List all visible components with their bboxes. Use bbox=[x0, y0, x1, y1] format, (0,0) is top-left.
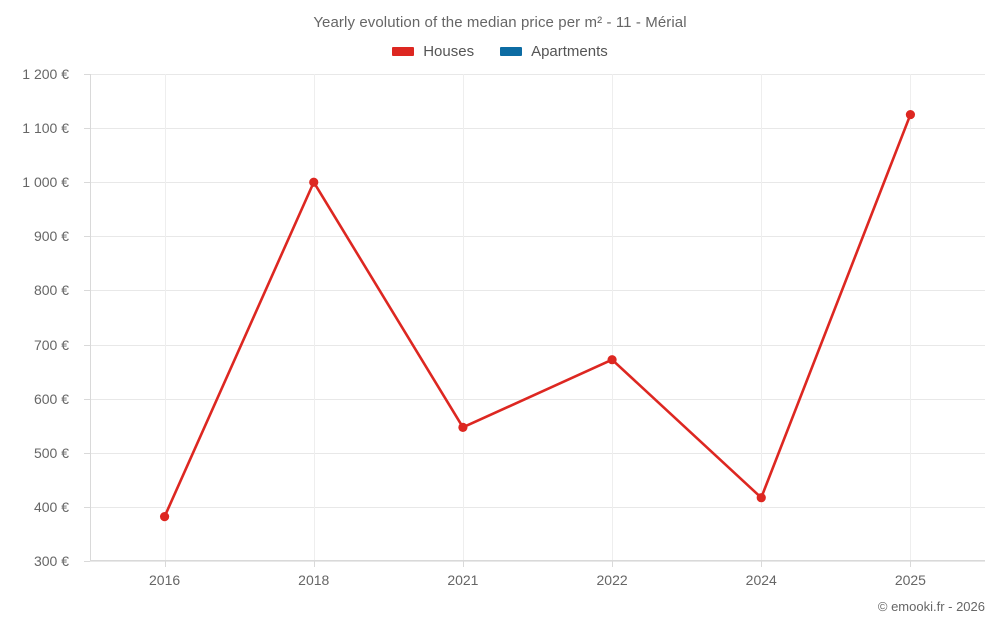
gridline-vertical bbox=[462, 74, 464, 561]
gridline-horizontal bbox=[90, 236, 985, 238]
y-tick-mark bbox=[84, 128, 90, 130]
y-axis-tick-label: 1 200 € bbox=[22, 66, 69, 82]
plot-area: 300 € 400 € 500 € 600 € 700 € 800 € 900 € 1 000… bbox=[22, 66, 985, 588]
x-axis-tick-label: 2021 bbox=[447, 572, 479, 588]
legend-item-apartments[interactable]: Apartments bbox=[500, 43, 608, 60]
y-tick-mark bbox=[84, 236, 90, 238]
x-tick-mark bbox=[910, 561, 912, 567]
chart-legend: Houses Apartments bbox=[0, 43, 1000, 60]
y-tick-mark bbox=[84, 290, 90, 292]
x-axis-tick-label: 2018 bbox=[298, 572, 330, 588]
legend-item-label: Houses bbox=[423, 43, 475, 60]
gridline-horizontal bbox=[90, 290, 985, 292]
x-tick-mark bbox=[612, 561, 614, 567]
y-axis-tick-label: 500 € bbox=[33, 444, 69, 461]
x-axis-tick-label: 2024 bbox=[745, 572, 777, 588]
x-tick-mark bbox=[462, 561, 464, 567]
x-tick-mark bbox=[164, 561, 166, 567]
y-tick-mark bbox=[84, 182, 90, 184]
data-point-marker[interactable] bbox=[309, 177, 319, 187]
gridline-horizontal bbox=[90, 344, 985, 346]
gridline-horizontal bbox=[90, 182, 985, 184]
y-tick-mark bbox=[84, 344, 90, 346]
gridline-horizontal bbox=[90, 74, 985, 75]
y-axis-tick-label: 300 € bbox=[33, 553, 69, 569]
legend-swatch-icon bbox=[392, 47, 415, 56]
legend-item-label: Apartments bbox=[531, 43, 608, 60]
x-tick-mark bbox=[313, 561, 315, 567]
series-layer bbox=[159, 109, 916, 522]
legend-swatch-icon bbox=[500, 47, 523, 56]
gridline-vertical bbox=[910, 74, 912, 561]
gridline-vertical bbox=[164, 74, 166, 561]
y-axis-tick-label: 900 € bbox=[33, 228, 69, 245]
data-point-marker[interactable] bbox=[905, 109, 916, 120]
y-axis-tick-label: 600 € bbox=[33, 390, 69, 407]
y-axis-tick-label: 400 € bbox=[33, 498, 69, 515]
x-tick-mark bbox=[761, 561, 763, 567]
y-axis-tick-label: 1 000 € bbox=[22, 174, 69, 191]
x-axis-tick-label: 2022 bbox=[596, 572, 628, 588]
x-axis-tick-label: 2025 bbox=[894, 572, 926, 588]
y-tick-mark bbox=[84, 452, 90, 454]
y-tick-mark bbox=[84, 506, 90, 508]
data-point-marker[interactable] bbox=[159, 512, 170, 522]
series-line-houses bbox=[163, 113, 912, 518]
data-point-marker[interactable] bbox=[756, 493, 766, 503]
chart-credit: © emooki.fr - 2026 bbox=[877, 599, 985, 614]
y-tick-mark bbox=[84, 398, 90, 400]
gridline-vertical bbox=[612, 74, 614, 561]
legend-item-houses[interactable]: Houses bbox=[392, 43, 474, 60]
gridline-vertical bbox=[761, 74, 763, 561]
y-axis-tick-label: 1 100 € bbox=[22, 120, 69, 137]
y-tick-mark bbox=[84, 74, 90, 75]
y-tick-mark bbox=[84, 561, 90, 562]
gridline-horizontal bbox=[90, 452, 985, 454]
gridline-horizontal bbox=[90, 506, 985, 508]
y-axis-tick-label: 700 € bbox=[33, 336, 69, 353]
y-axis-tick-label: 800 € bbox=[33, 282, 69, 299]
y-axis-line bbox=[90, 74, 91, 561]
gridline-vertical bbox=[313, 74, 315, 561]
chart-title: Yearly evolution of the median price per… bbox=[313, 14, 687, 31]
gridline-horizontal bbox=[90, 128, 985, 130]
x-axis-line bbox=[90, 560, 985, 561]
gridline-horizontal bbox=[90, 398, 985, 400]
data-point-marker[interactable] bbox=[458, 422, 468, 432]
x-axis-tick-label: 2016 bbox=[149, 572, 181, 588]
gridline-horizontal bbox=[90, 561, 985, 562]
data-point-marker[interactable] bbox=[607, 355, 617, 365]
